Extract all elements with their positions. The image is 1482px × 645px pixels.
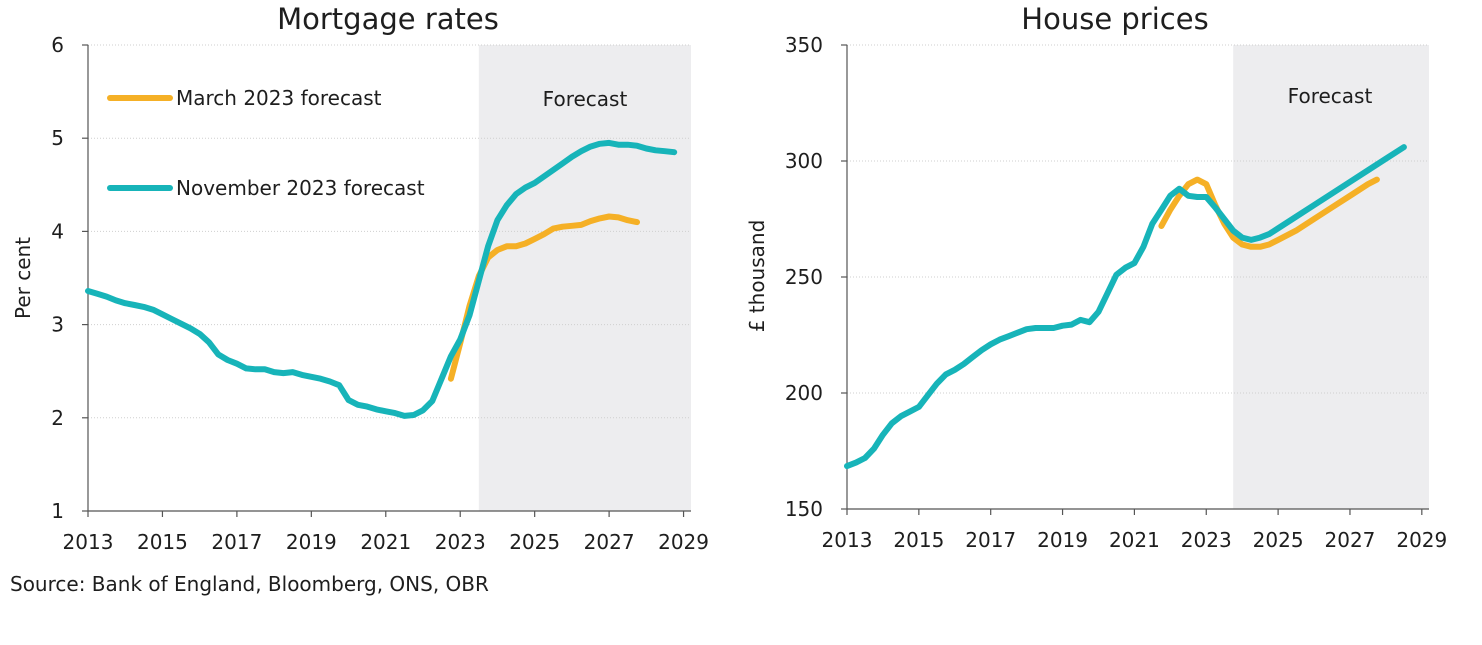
chart-title: House prices <box>1021 2 1208 36</box>
y-tick-label: 350 <box>785 33 823 57</box>
x-tick-label: 2015 <box>893 528 944 552</box>
x-tick-label: 2015 <box>137 530 188 554</box>
x-tick-label: 2021 <box>360 530 411 554</box>
x-tick-label: 2013 <box>822 528 873 552</box>
x-tick-label: 2023 <box>435 530 486 554</box>
x-tick-label: 2027 <box>1325 528 1376 552</box>
series-line-march-2023 <box>1158 176 1380 250</box>
x-tick-label: 2027 <box>584 530 635 554</box>
axes <box>82 44 691 517</box>
forecast-region <box>478 45 691 511</box>
y-tick-label: 300 <box>785 149 823 173</box>
source-note: Source: Bank of England, Bloomberg, ONS,… <box>10 572 489 596</box>
forecast-label: Forecast <box>543 87 628 111</box>
series-line-november-2023 <box>844 144 1407 470</box>
x-tick-label: 2025 <box>509 530 560 554</box>
y-tick-label: 150 <box>785 497 823 521</box>
x-tick-label: 2017 <box>211 530 262 554</box>
x-tick-labels: 2013 2015 2017 2019 2021 2023 2025 2027 2029 <box>63 530 709 554</box>
y-axis-label: Per cent <box>11 237 35 319</box>
x-tick-label: 2029 <box>1396 528 1447 552</box>
series-lines <box>85 139 678 419</box>
series-line-november-2023 <box>85 139 678 419</box>
y-axis-label: £ thousand <box>745 220 769 333</box>
x-tick-label: 2029 <box>658 530 709 554</box>
x-tick-label: 2013 <box>63 530 114 554</box>
x-tick-label: 2019 <box>286 530 337 554</box>
x-tick-labels: 2013 2015 2017 2019 2021 2023 2025 2027 2029 <box>822 528 1448 552</box>
chart-title: Mortgage rates <box>277 2 499 36</box>
legend-label-november: November 2023 forecast <box>176 176 425 200</box>
x-tick-label: 2019 <box>1037 528 1088 552</box>
x-tick-label: 2017 <box>965 528 1016 552</box>
forecast-label: Forecast <box>1288 84 1373 108</box>
y-tick-labels: 1 2 3 4 5 6 <box>51 33 64 523</box>
x-tick-label: 2021 <box>1109 528 1160 552</box>
gridlines <box>847 44 1429 394</box>
y-tick-label: 250 <box>785 265 823 289</box>
legend: March 2023 forecast November 2023 foreca… <box>107 86 425 200</box>
legend-label-march: March 2023 forecast <box>176 86 382 110</box>
x-tick-label: 2023 <box>1181 528 1232 552</box>
y-tick-labels: 150 200 250 300 350 <box>785 33 823 521</box>
y-tick-label: 200 <box>785 381 823 405</box>
y-tick-label: 4 <box>51 219 64 243</box>
y-tick-label: 3 <box>51 313 64 337</box>
y-tick-label: 2 <box>51 406 64 430</box>
axes <box>841 44 1429 515</box>
x-tick-label: 2025 <box>1253 528 1304 552</box>
y-tick-label: 6 <box>51 33 64 57</box>
y-tick-label: 1 <box>51 499 64 523</box>
y-tick-label: 5 <box>51 126 64 150</box>
house-prices-chart: 150 200 250 300 350 2013 2015 2017 2019 2021 2023… <box>745 2 1447 552</box>
series-lines <box>844 144 1407 470</box>
